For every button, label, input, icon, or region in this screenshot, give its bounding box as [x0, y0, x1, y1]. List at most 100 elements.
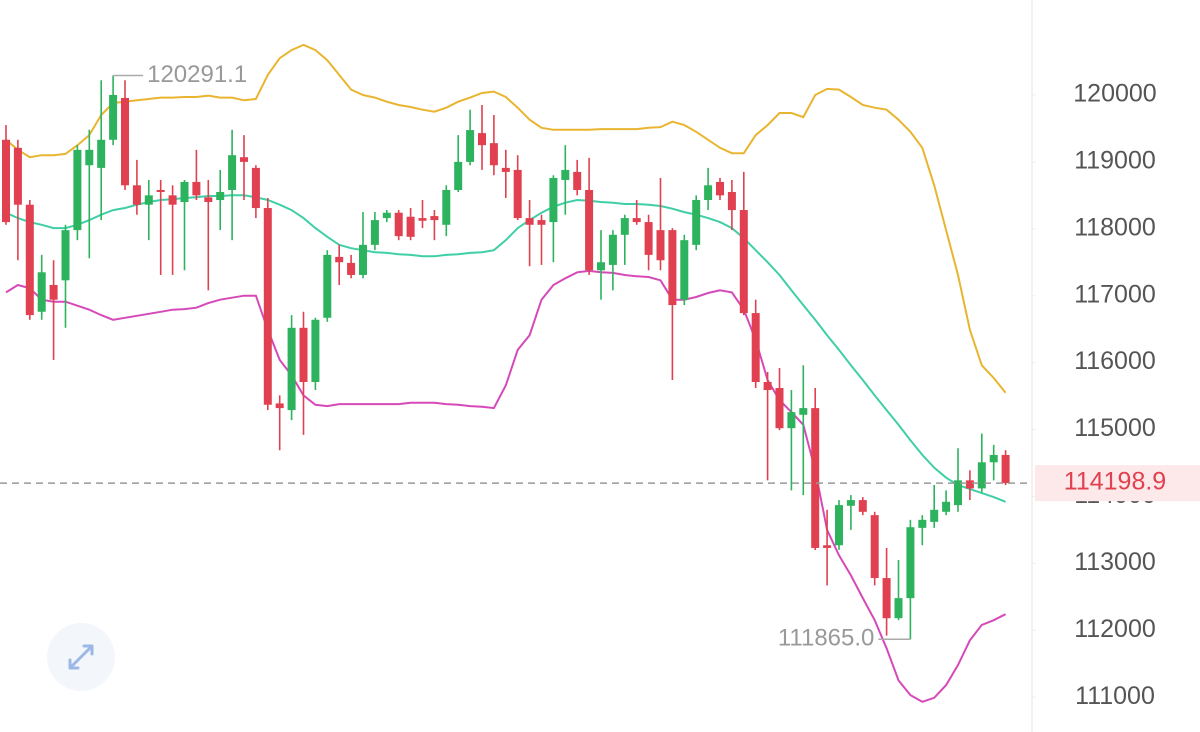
- candle-body: [656, 230, 665, 261]
- candle-body: [608, 234, 617, 265]
- candle-body: [132, 185, 141, 205]
- candle-body: [228, 155, 237, 190]
- candle-layer: [2, 75, 1010, 640]
- candle-body: [977, 462, 986, 489]
- candle-body: [537, 220, 546, 225]
- candle-body: [97, 139, 106, 168]
- band-line: [5, 269, 1007, 703]
- candle-body: [835, 505, 843, 546]
- candle-body: [989, 454, 998, 463]
- candle-body: [418, 218, 427, 221]
- candle-body: [549, 177, 558, 223]
- candle-body: [692, 200, 701, 245]
- band-line: [5, 43, 1007, 394]
- candle-body: [13, 147, 22, 205]
- candle-body: [204, 197, 213, 203]
- y-tick-label: 118000: [1074, 213, 1156, 241]
- candle-body: [311, 319, 320, 383]
- candle-body: [287, 327, 296, 411]
- candle-body: [525, 218, 534, 225]
- y-tick-label: 116000: [1074, 347, 1156, 375]
- tick-layer: 1110001120001130001140001150001160001170…: [1032, 80, 1157, 710]
- candle-body: [799, 408, 808, 415]
- candle-body: [394, 212, 403, 237]
- candle-body: [406, 216, 415, 237]
- y-tick-label: 119000: [1074, 146, 1156, 174]
- candle-body: [442, 189, 451, 225]
- candle-body: [894, 598, 903, 619]
- candle-body: [906, 527, 915, 599]
- candle-body: [25, 204, 34, 316]
- candle-body: [370, 220, 379, 245]
- y-tick-label: 112000: [1074, 615, 1156, 643]
- candle-body: [870, 515, 879, 579]
- candle-body: [109, 94, 118, 140]
- candle-body: [716, 181, 724, 196]
- candle-body: [727, 191, 736, 211]
- low-label: 111865.0: [778, 625, 875, 652]
- expand-button[interactable]: [47, 623, 115, 691]
- candle-body: [478, 133, 486, 146]
- last-price-label: 114198.9: [1064, 468, 1166, 496]
- candle-body: [739, 210, 748, 314]
- candle-body: [620, 218, 629, 235]
- y-tick-label: 115000: [1074, 414, 1156, 442]
- candle-body: [335, 256, 344, 263]
- y-tick-label: 117000: [1074, 280, 1156, 308]
- candle-body: [347, 262, 356, 275]
- candle-body: [37, 272, 46, 312]
- candle-body: [668, 230, 677, 306]
- candle-body: [466, 130, 475, 162]
- candle-body: [787, 412, 796, 429]
- candle-body: [2, 139, 10, 223]
- candle-body: [680, 240, 689, 300]
- candle-body: [597, 262, 605, 271]
- candle-body: [192, 181, 201, 196]
- candle-body: [49, 284, 58, 300]
- y-tick-label: 113000: [1074, 548, 1156, 576]
- candle-body: [942, 501, 951, 512]
- candle-body: [489, 143, 498, 166]
- candle-body: [144, 195, 153, 205]
- candle-body: [561, 169, 570, 180]
- y-tick-label: 120000: [1073, 80, 1156, 108]
- candle-body: [823, 545, 832, 548]
- candle-body: [73, 149, 82, 231]
- candle-body: [751, 313, 760, 383]
- candle-body: [251, 167, 260, 209]
- candle-body: [644, 222, 653, 255]
- candle-body: [882, 578, 891, 619]
- candle-body: [632, 218, 641, 223]
- high-label: 120291.1: [147, 61, 247, 88]
- candle-body: [85, 149, 94, 166]
- candle-body: [359, 244, 367, 275]
- candle-body: [965, 480, 974, 489]
- candle-body: [704, 185, 713, 201]
- candle-body: [513, 169, 522, 219]
- candle-body: [775, 388, 784, 429]
- candle-body: [501, 167, 510, 172]
- candle-body: [811, 408, 820, 548]
- candle-body: [930, 509, 939, 522]
- expand-icon[interactable]: [68, 644, 94, 670]
- candle-body: [240, 157, 248, 162]
- candle-body: [275, 403, 284, 409]
- candle-body: [168, 195, 177, 205]
- y-tick-label: 111000: [1075, 682, 1155, 710]
- candle-body: [573, 171, 582, 190]
- candle-body: [954, 480, 962, 506]
- candle-body: [323, 254, 332, 318]
- candle-body: [858, 500, 867, 512]
- candle-body: [216, 191, 225, 201]
- candle-body: [61, 230, 70, 281]
- candle-body: [585, 189, 594, 271]
- candle-body: [263, 208, 272, 405]
- candle-body: [918, 519, 927, 528]
- candle-body: [1001, 454, 1010, 484]
- candle-body: [454, 161, 463, 190]
- candle-body: [763, 382, 772, 391]
- last-price-box: [1035, 465, 1200, 502]
- candle-body: [156, 189, 165, 192]
